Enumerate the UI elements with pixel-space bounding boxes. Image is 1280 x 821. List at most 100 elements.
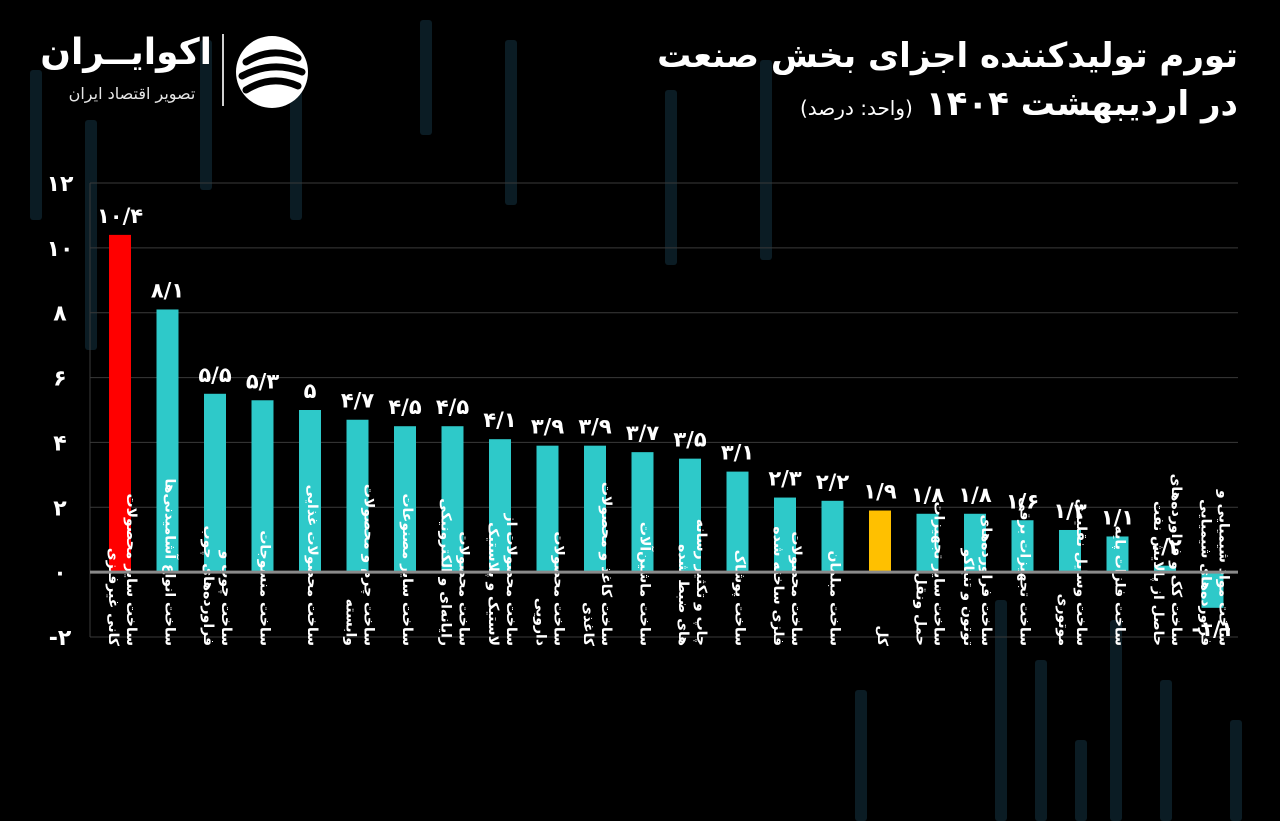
bar-value-label: ۴/۱	[483, 408, 516, 432]
bar	[299, 410, 321, 573]
y-tick-label: ۱۲	[47, 172, 74, 197]
y-tick-label: -۲	[49, 626, 72, 651]
chart-title-line2: در اردیبهشت ۱۴۰۴ (واحد: درصد)	[800, 84, 1238, 124]
bar	[1201, 572, 1224, 608]
bar	[774, 497, 796, 573]
bar-value-label: ۵	[304, 379, 317, 403]
x-tick-label: ساخت منسوجات	[257, 530, 273, 646]
background-stripe	[1160, 680, 1172, 821]
x-tick-label: چاپ و تکثیر رسانه	[693, 519, 709, 646]
x-tick-label: ساخت محصولات	[551, 531, 567, 646]
bar	[251, 400, 274, 573]
bar	[109, 234, 131, 573]
bar	[204, 393, 226, 573]
background-stripe	[1230, 720, 1242, 821]
x-tick-label: کاغذی	[580, 602, 596, 647]
x-tick-label: موتوری	[1055, 594, 1071, 646]
background-stripe	[30, 70, 42, 220]
x-tick-label: ساخت سایر تجهیزات	[931, 501, 947, 646]
x-tick-label: فراورده‌های چوب	[200, 526, 216, 647]
x-tick-label: های ضبط شده	[675, 544, 691, 646]
x-tick-label: ساخت مبلمان	[827, 551, 843, 647]
y-tick-label: ۸	[53, 302, 67, 327]
header: اکوایــران تصویر اقتصاد ایران تورم تولید…	[0, 0, 1280, 140]
bar	[1154, 565, 1176, 573]
x-category-label: ساخت پوشاک	[732, 550, 748, 646]
background-stripe	[200, 40, 212, 190]
x-tick-label: ساخت چرم و محصولات	[361, 484, 377, 646]
bar	[1059, 529, 1081, 573]
bar-value-label: ۳/۵	[673, 428, 706, 452]
x-tick-label: ساخت سایر محصولات	[123, 494, 139, 647]
background-stripe	[505, 40, 517, 205]
y-tick-label: ۰	[53, 561, 66, 586]
x-tick-label: ساخت محصولات	[788, 531, 804, 646]
bar-value-label: -۱/۱	[1191, 617, 1233, 641]
x-category-label: ساخت فلزات پایه	[1112, 526, 1128, 646]
x-tick-label: کانی غیرفلزی	[105, 548, 121, 647]
bar-value-label: ۳/۱	[721, 441, 754, 465]
y-tick-label: ۱۰	[47, 237, 74, 262]
logo-divider	[222, 34, 224, 106]
bar	[964, 513, 986, 573]
bar-value-label: ۲/۳	[768, 467, 801, 491]
brand-name: اکوایــران	[40, 32, 212, 73]
x-category-label: ساخت محصولات غذایی	[304, 485, 320, 646]
bar	[489, 439, 511, 573]
brand-tagline: تصویر اقتصاد ایران	[68, 84, 196, 103]
bar-value-label: ۱۰/۴	[97, 204, 143, 228]
x-tick-label: ساخت پوشاک	[732, 550, 748, 646]
brand-mark-icon	[236, 36, 308, 108]
x-tick-label: کل	[874, 625, 890, 646]
bar	[821, 500, 844, 573]
background-stripe	[1075, 740, 1087, 821]
bar-value-label: ۱/۸	[911, 483, 944, 507]
bar-value-label: ۱/۸	[958, 483, 991, 507]
x-tick-label: ساخت سایر مصنوعات	[399, 493, 415, 646]
x-tick-label: فلزی ساخته شده	[770, 526, 786, 646]
x-category-label: کل	[874, 625, 890, 646]
chart-title: تورم تولیدکننده اجزای بخش صنعت	[657, 36, 1238, 76]
background-stripe	[665, 90, 677, 265]
bar-value-label: ۵/۳	[246, 369, 279, 393]
x-category-label: ساخت ماشین‌آلات	[637, 522, 655, 646]
bar-value-label: ۱/۳	[1053, 499, 1086, 523]
bar-value-label: ۵/۵	[198, 363, 231, 387]
x-tick-label: وابسته	[343, 599, 359, 646]
bar-value-label: ۸/۱	[151, 278, 184, 302]
bar-value-label: ۱/۹	[863, 480, 896, 504]
brand-logo: اکوایــران تصویر اقتصاد ایران	[40, 32, 322, 112]
bar	[1106, 536, 1129, 573]
bar	[156, 309, 179, 573]
bar	[726, 471, 749, 573]
x-category-label: ساخت منسوجات	[257, 530, 273, 646]
background-stripe	[995, 600, 1007, 821]
x-tick-label: ساخت چوب و	[218, 550, 234, 646]
x-tick-label: حمل ونقل	[913, 573, 929, 646]
x-tick-label: ساخت کک و فراورده‌های	[1168, 474, 1184, 646]
background-stripe	[760, 60, 772, 260]
bar-value-label: ۱/۱	[1101, 505, 1134, 529]
bar	[869, 510, 891, 573]
background-stripe	[420, 20, 432, 135]
bar	[346, 419, 369, 573]
bar	[679, 458, 701, 573]
bar	[1011, 520, 1034, 573]
x-tick-label: ساخت محصولات	[456, 531, 472, 646]
x-tick-label: ساخت کاغذ و محصولات	[598, 482, 614, 646]
x-tick-label: دارویی	[533, 598, 549, 646]
bar	[394, 426, 416, 573]
x-tick-label: ساخت انواع آشامیدنی‌ها	[162, 478, 180, 646]
bar-value-label: ۴/۵	[436, 395, 469, 419]
bar-value-label: ۳/۷	[626, 421, 659, 445]
bar	[584, 445, 606, 573]
x-category-label: ساخت سایر مصنوعات	[399, 493, 415, 646]
bar	[631, 452, 654, 573]
